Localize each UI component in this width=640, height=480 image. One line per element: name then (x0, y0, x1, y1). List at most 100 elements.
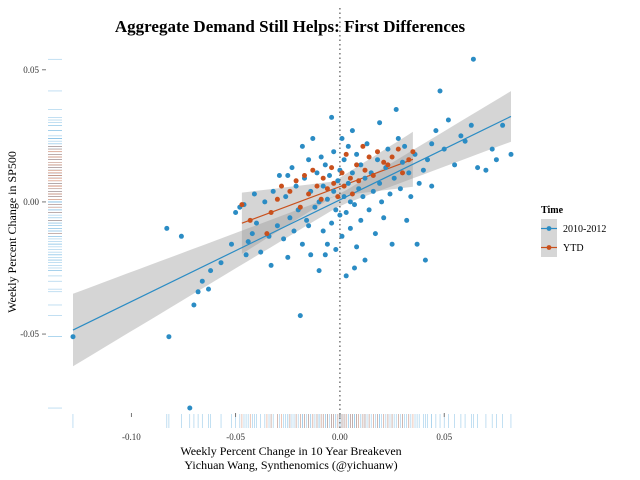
legend-point-icon (546, 226, 552, 231)
data-point (281, 236, 287, 242)
data-point (366, 207, 372, 213)
data-point (249, 231, 255, 237)
data-point (258, 249, 264, 255)
data-point (395, 136, 401, 141)
data-point (287, 215, 293, 221)
data-point (404, 217, 410, 223)
y-tick-label: 0.05 (23, 65, 39, 75)
data-point (358, 162, 364, 168)
data-point (251, 191, 257, 197)
data-point (410, 149, 416, 155)
data-point (433, 128, 439, 134)
data-point (218, 260, 224, 266)
y-axis-label: Weekly Percent Change in SP500 (5, 151, 19, 313)
rug-marks (48, 58, 512, 428)
data-point (187, 405, 193, 411)
data-point (345, 143, 351, 149)
data-point (347, 175, 353, 181)
data-point (493, 157, 499, 163)
data-point (324, 241, 330, 247)
data-point (314, 183, 320, 189)
data-point (406, 157, 412, 163)
x-tick-label: 0.00 (332, 432, 348, 442)
data-point (422, 257, 428, 263)
data-point (364, 141, 370, 147)
data-point (316, 268, 322, 274)
y-tick-label: -0.05 (20, 329, 39, 339)
data-point (285, 254, 291, 260)
data-point (387, 191, 393, 197)
data-point (324, 196, 330, 202)
data-point (343, 273, 349, 279)
data-point (445, 117, 451, 123)
data-point (308, 252, 314, 258)
data-point (400, 170, 405, 176)
data-point (395, 146, 401, 152)
data-point (354, 151, 360, 157)
data-point (360, 143, 366, 149)
confidence-band (73, 91, 511, 367)
data-point (206, 286, 211, 292)
data-point (362, 175, 368, 181)
legend-title: Time (541, 205, 564, 216)
data-point (370, 173, 376, 178)
data-point (247, 217, 253, 223)
confidence-bands (73, 91, 511, 367)
data-point (375, 157, 380, 163)
data-point (391, 175, 397, 181)
y-tick-label: 0.00 (23, 197, 39, 207)
data-point (289, 165, 295, 171)
data-point (331, 180, 337, 186)
data-point (349, 191, 355, 197)
data-point (356, 186, 362, 192)
data-point (331, 188, 337, 194)
legend-item-2010-2012: 2010-2012 (541, 219, 606, 238)
data-point (314, 170, 320, 176)
data-point (408, 194, 414, 200)
data-point (243, 252, 249, 258)
data-point (306, 157, 312, 163)
data-point (339, 170, 345, 176)
data-point (389, 154, 395, 160)
x-tick-label: -0.10 (122, 432, 141, 442)
data-point (254, 220, 259, 226)
fit-line (72, 115, 512, 331)
data-point (458, 133, 464, 139)
data-point (166, 334, 172, 340)
data-point (429, 141, 435, 147)
data-point (199, 278, 205, 284)
data-point (385, 162, 391, 168)
confidence-band (241, 131, 413, 254)
data-point (329, 220, 335, 226)
data-point (500, 122, 506, 128)
data-point (420, 167, 426, 173)
data-point (349, 128, 355, 134)
data-point (483, 167, 489, 173)
data-point (375, 149, 380, 155)
data-point (262, 199, 268, 205)
data-point (318, 154, 324, 160)
data-point (208, 268, 214, 274)
data-point (264, 231, 270, 237)
data-point (331, 149, 337, 155)
data-point (191, 302, 197, 308)
data-point (356, 178, 362, 184)
data-point (406, 170, 412, 176)
data-point (322, 252, 328, 258)
data-point (283, 194, 289, 200)
data-point (302, 173, 307, 178)
data-point (397, 186, 403, 192)
x-tick-label: -0.05 (226, 432, 245, 442)
data-point (393, 107, 399, 112)
data-point (341, 157, 347, 163)
data-point (276, 173, 282, 178)
data-point (358, 217, 364, 223)
data-point (287, 188, 293, 194)
data-point (347, 225, 353, 231)
data-point (293, 178, 299, 184)
data-points (70, 56, 514, 411)
data-point (437, 88, 443, 94)
data-point (285, 173, 291, 178)
data-point (268, 210, 274, 215)
